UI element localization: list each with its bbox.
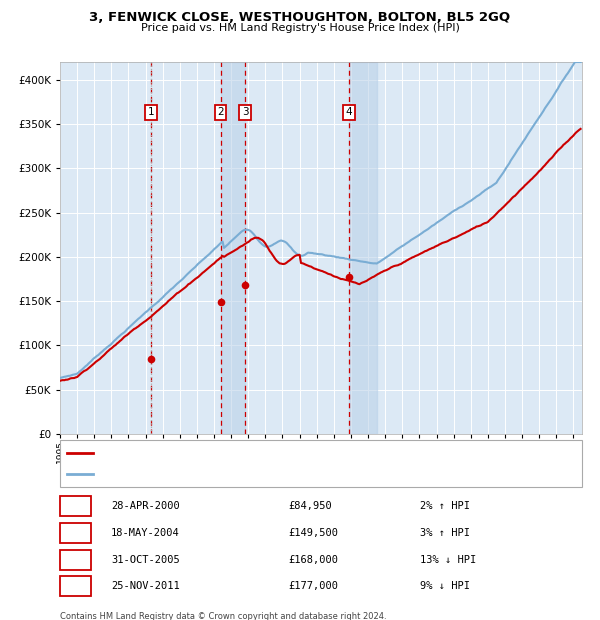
Text: Contains HM Land Registry data © Crown copyright and database right 2024.
This d: Contains HM Land Registry data © Crown c… [60, 611, 386, 620]
Text: 3: 3 [242, 107, 248, 117]
Text: £84,950: £84,950 [288, 502, 332, 512]
Bar [349, 62, 377, 434]
Text: 4: 4 [72, 582, 79, 591]
Text: 9% ↓ HPI: 9% ↓ HPI [420, 582, 470, 591]
Text: £168,000: £168,000 [288, 555, 338, 565]
Text: 2: 2 [72, 528, 79, 538]
Text: 4: 4 [346, 107, 353, 117]
Text: 1: 1 [72, 502, 79, 512]
Text: £177,000: £177,000 [288, 582, 338, 591]
Text: 2% ↑ HPI: 2% ↑ HPI [420, 502, 470, 512]
Text: 28-APR-2000: 28-APR-2000 [111, 502, 180, 512]
Text: Price paid vs. HM Land Registry's House Price Index (HPI): Price paid vs. HM Land Registry's House … [140, 23, 460, 33]
Text: 3, FENWICK CLOSE, WESTHOUGHTON, BOLTON, BL5 2GQ (detached house): 3, FENWICK CLOSE, WESTHOUGHTON, BOLTON, … [99, 448, 467, 458]
Text: 18-MAY-2004: 18-MAY-2004 [111, 528, 180, 538]
Text: 2: 2 [217, 107, 224, 117]
Bar [221, 62, 245, 434]
Text: HPI: Average price, detached house, Bolton: HPI: Average price, detached house, Bolt… [99, 469, 311, 479]
Text: 3% ↑ HPI: 3% ↑ HPI [420, 528, 470, 538]
Text: 3, FENWICK CLOSE, WESTHOUGHTON, BOLTON, BL5 2GQ: 3, FENWICK CLOSE, WESTHOUGHTON, BOLTON, … [89, 11, 511, 24]
Text: 1: 1 [148, 107, 154, 117]
Text: 31-OCT-2005: 31-OCT-2005 [111, 555, 180, 565]
Text: 3: 3 [72, 555, 79, 565]
Text: 25-NOV-2011: 25-NOV-2011 [111, 582, 180, 591]
Text: 13% ↓ HPI: 13% ↓ HPI [420, 555, 476, 565]
Text: £149,500: £149,500 [288, 528, 338, 538]
